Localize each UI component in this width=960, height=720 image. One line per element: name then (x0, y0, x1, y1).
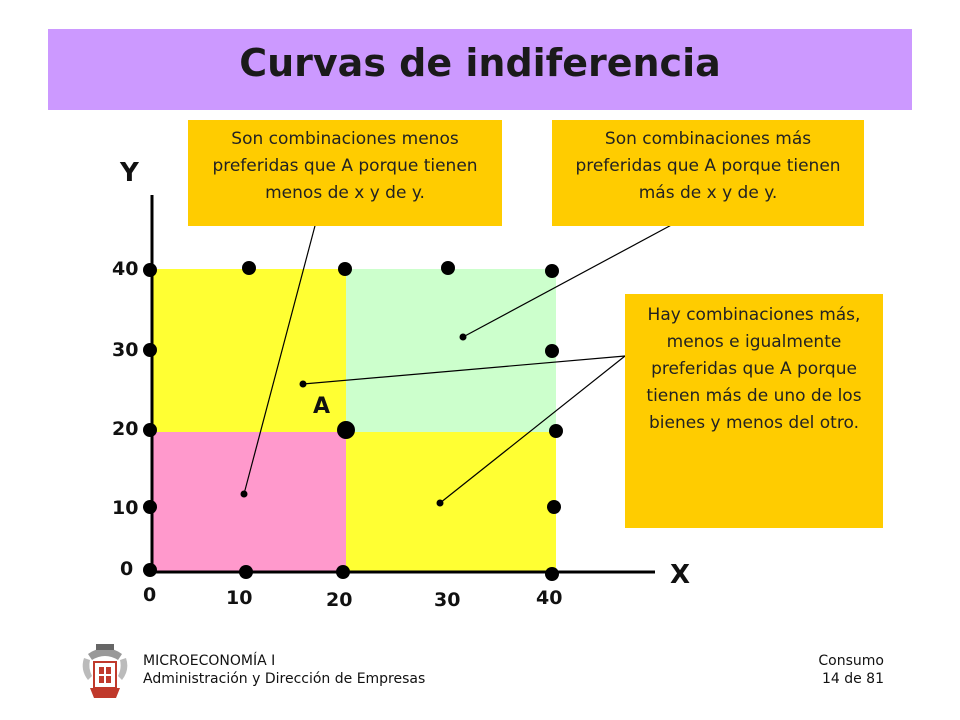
title-bar: Curvas de indiferencia (48, 29, 912, 110)
x-axis-label: X (670, 560, 691, 590)
y-tick-label: 40 (112, 258, 139, 280)
region-upper-left-yellow (152, 269, 346, 432)
leader-endpoints (240, 333, 467, 507)
point-a-label: A (313, 394, 331, 419)
y-tick-label: 30 (112, 339, 139, 361)
leader-lines (243, 221, 678, 504)
slide-title: Curvas de indiferencia (239, 41, 721, 85)
region-lower-right-yellow (346, 432, 556, 572)
footer-right: Consumo 14 de 81 (760, 652, 884, 688)
x-tick-label: 0 (143, 584, 157, 606)
region-lower-left-pink (152, 432, 346, 572)
y-tick-label: 10 (112, 497, 139, 519)
university-crest-logo (82, 644, 128, 698)
x-tick-label: 10 (226, 587, 253, 609)
y-tick-label: 0 (120, 558, 134, 580)
grid-dots (143, 261, 563, 581)
x-tick-label: 40 (536, 587, 563, 609)
callout-more-preferred: Son combinaciones más preferidas que A p… (552, 120, 864, 226)
y-tick-label: 20 (112, 418, 139, 440)
footer-section: Consumo (818, 653, 884, 669)
y-axis-label: Y (120, 158, 139, 188)
footer-page-number: 14 de 81 (821, 671, 884, 687)
callout-mixed-preferences: Hay combinaciones más, menos e igualment… (625, 294, 883, 528)
callout-less-preferred: Son combinaciones menos preferidas que A… (188, 120, 502, 226)
region-upper-right-green (346, 269, 556, 432)
x-tick-label: 20 (326, 589, 353, 611)
footer-course: MICROECONOMÍA I (143, 653, 276, 669)
point-a (337, 421, 355, 439)
footer-program: Administración y Dirección de Empresas (143, 671, 426, 687)
x-tick-label: 30 (434, 589, 461, 611)
footer-left: MICROECONOMÍA I Administración y Direcci… (143, 652, 425, 688)
